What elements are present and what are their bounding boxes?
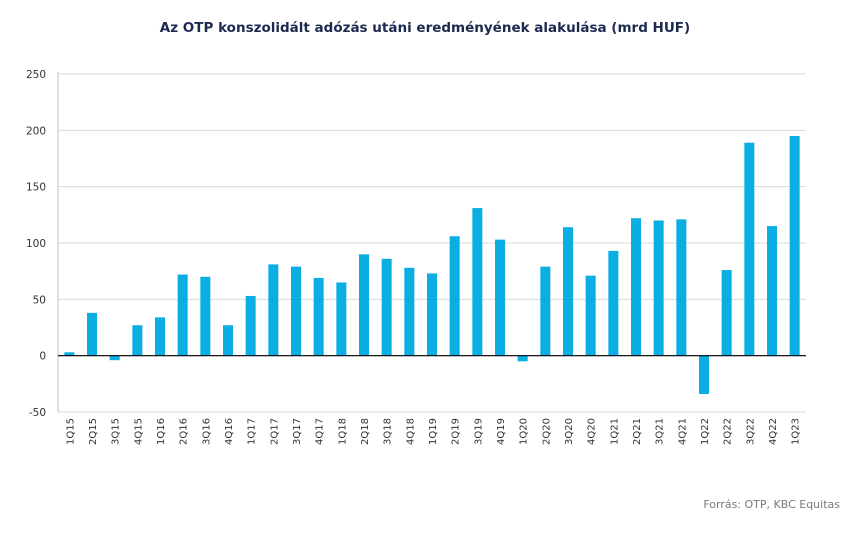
bar-2Q18: [359, 254, 369, 356]
y-tick-label: 250: [26, 69, 46, 81]
x-tick-label: 2Q22: [723, 418, 734, 445]
bar-1Q16: [155, 317, 165, 356]
x-tick-label: 1Q17: [247, 418, 258, 445]
bar-4Q16: [223, 325, 233, 356]
bar-2Q20: [540, 266, 551, 356]
y-tick-label: 150: [26, 182, 46, 194]
bar-3Q21: [653, 220, 664, 356]
x-tick-label: 3Q22: [745, 418, 756, 445]
x-tick-label: 2Q18: [360, 418, 371, 445]
bar-2Q22: [721, 270, 732, 356]
bar-3Q22: [744, 142, 755, 356]
bar-3Q15: [109, 355, 120, 361]
bar-4Q17: [313, 277, 324, 356]
y-tick-label: 100: [26, 238, 46, 250]
chart-title: Az OTP konszolidált adózás utáni eredmén…: [159, 20, 691, 36]
x-tick-label: 4Q19: [496, 418, 507, 445]
x-tick-label: 2Q15: [88, 418, 99, 445]
y-tick-label: -50: [29, 407, 46, 419]
y-tick-label: 0: [39, 351, 46, 363]
x-tick-label: 2Q21: [632, 418, 643, 445]
x-tick-label: 1Q23: [791, 418, 802, 445]
bar-2Q19: [449, 236, 460, 356]
bar-2Q16: [177, 274, 188, 356]
bar-2Q17: [268, 264, 279, 356]
x-tick-label: 2Q20: [541, 418, 552, 445]
bar-3Q19: [472, 208, 483, 356]
bar-4Q21: [676, 219, 687, 356]
bar-1Q22: [699, 355, 709, 394]
x-tick-label: 2Q17: [269, 418, 280, 445]
x-tick-label: 1Q16: [156, 418, 167, 445]
x-tick-label: 4Q22: [768, 418, 779, 445]
bar-1Q17: [245, 295, 256, 356]
x-tick-label: 1Q18: [337, 418, 348, 445]
x-tick-label: 4Q17: [315, 418, 326, 445]
y-tick-label: 200: [26, 125, 46, 137]
bar-1Q20: [517, 355, 528, 362]
bar-4Q20: [585, 275, 596, 356]
x-tick-label: 4Q20: [587, 418, 598, 445]
bar-4Q18: [404, 267, 415, 356]
bar-4Q19: [495, 239, 505, 356]
bar-3Q17: [291, 266, 301, 356]
bar-3Q18: [381, 258, 392, 356]
bar-3Q20: [563, 227, 573, 356]
bar-1Q19: [427, 273, 437, 356]
x-tick-label: 3Q19: [473, 418, 484, 445]
bar-4Q22: [767, 226, 777, 356]
bar-3Q16: [200, 276, 211, 356]
bar-1Q18: [336, 282, 347, 356]
bar-series: [64, 135, 800, 394]
x-tick-label: 2Q19: [451, 418, 462, 445]
y-axis-ticks: -50 0 50 100 150 200 250: [26, 69, 46, 419]
x-tick-label: 3Q15: [111, 418, 122, 445]
x-tick-label: 3Q16: [201, 418, 212, 445]
bar-1Q23: [789, 135, 800, 356]
x-tick-label: 2Q16: [179, 418, 190, 445]
x-tick-label: 3Q17: [292, 418, 303, 445]
x-axis-ticks: 1Q15 2Q15 3Q15 4Q15 1Q16 2Q16 3Q16 4Q16 1Q17 2Q17…: [65, 418, 801, 445]
bar-1Q21: [608, 250, 619, 356]
source-note: Forrás: OTP, KBC Equitas: [703, 498, 840, 511]
x-tick-label: 4Q16: [224, 418, 235, 445]
bar-4Q15: [132, 325, 143, 356]
x-tick-label: 3Q21: [655, 418, 666, 445]
x-tick-label: 1Q19: [428, 418, 439, 445]
x-tick-label: 1Q20: [519, 418, 530, 445]
x-tick-label: 4Q21: [677, 418, 688, 445]
bar-1Q15: [64, 352, 75, 356]
gridlines: [58, 73, 806, 413]
x-tick-label: 4Q18: [405, 418, 416, 445]
x-tick-label: 1Q21: [609, 418, 620, 445]
x-tick-label: 4Q15: [133, 418, 144, 445]
bar-2Q15: [87, 312, 97, 356]
y-tick-label: 50: [33, 294, 46, 306]
bar-2Q21: [631, 218, 641, 356]
x-tick-label: 3Q20: [564, 418, 575, 445]
x-tick-label: 1Q15: [65, 418, 76, 445]
x-tick-label: 3Q18: [383, 418, 394, 445]
x-tick-label: 1Q22: [700, 418, 711, 445]
